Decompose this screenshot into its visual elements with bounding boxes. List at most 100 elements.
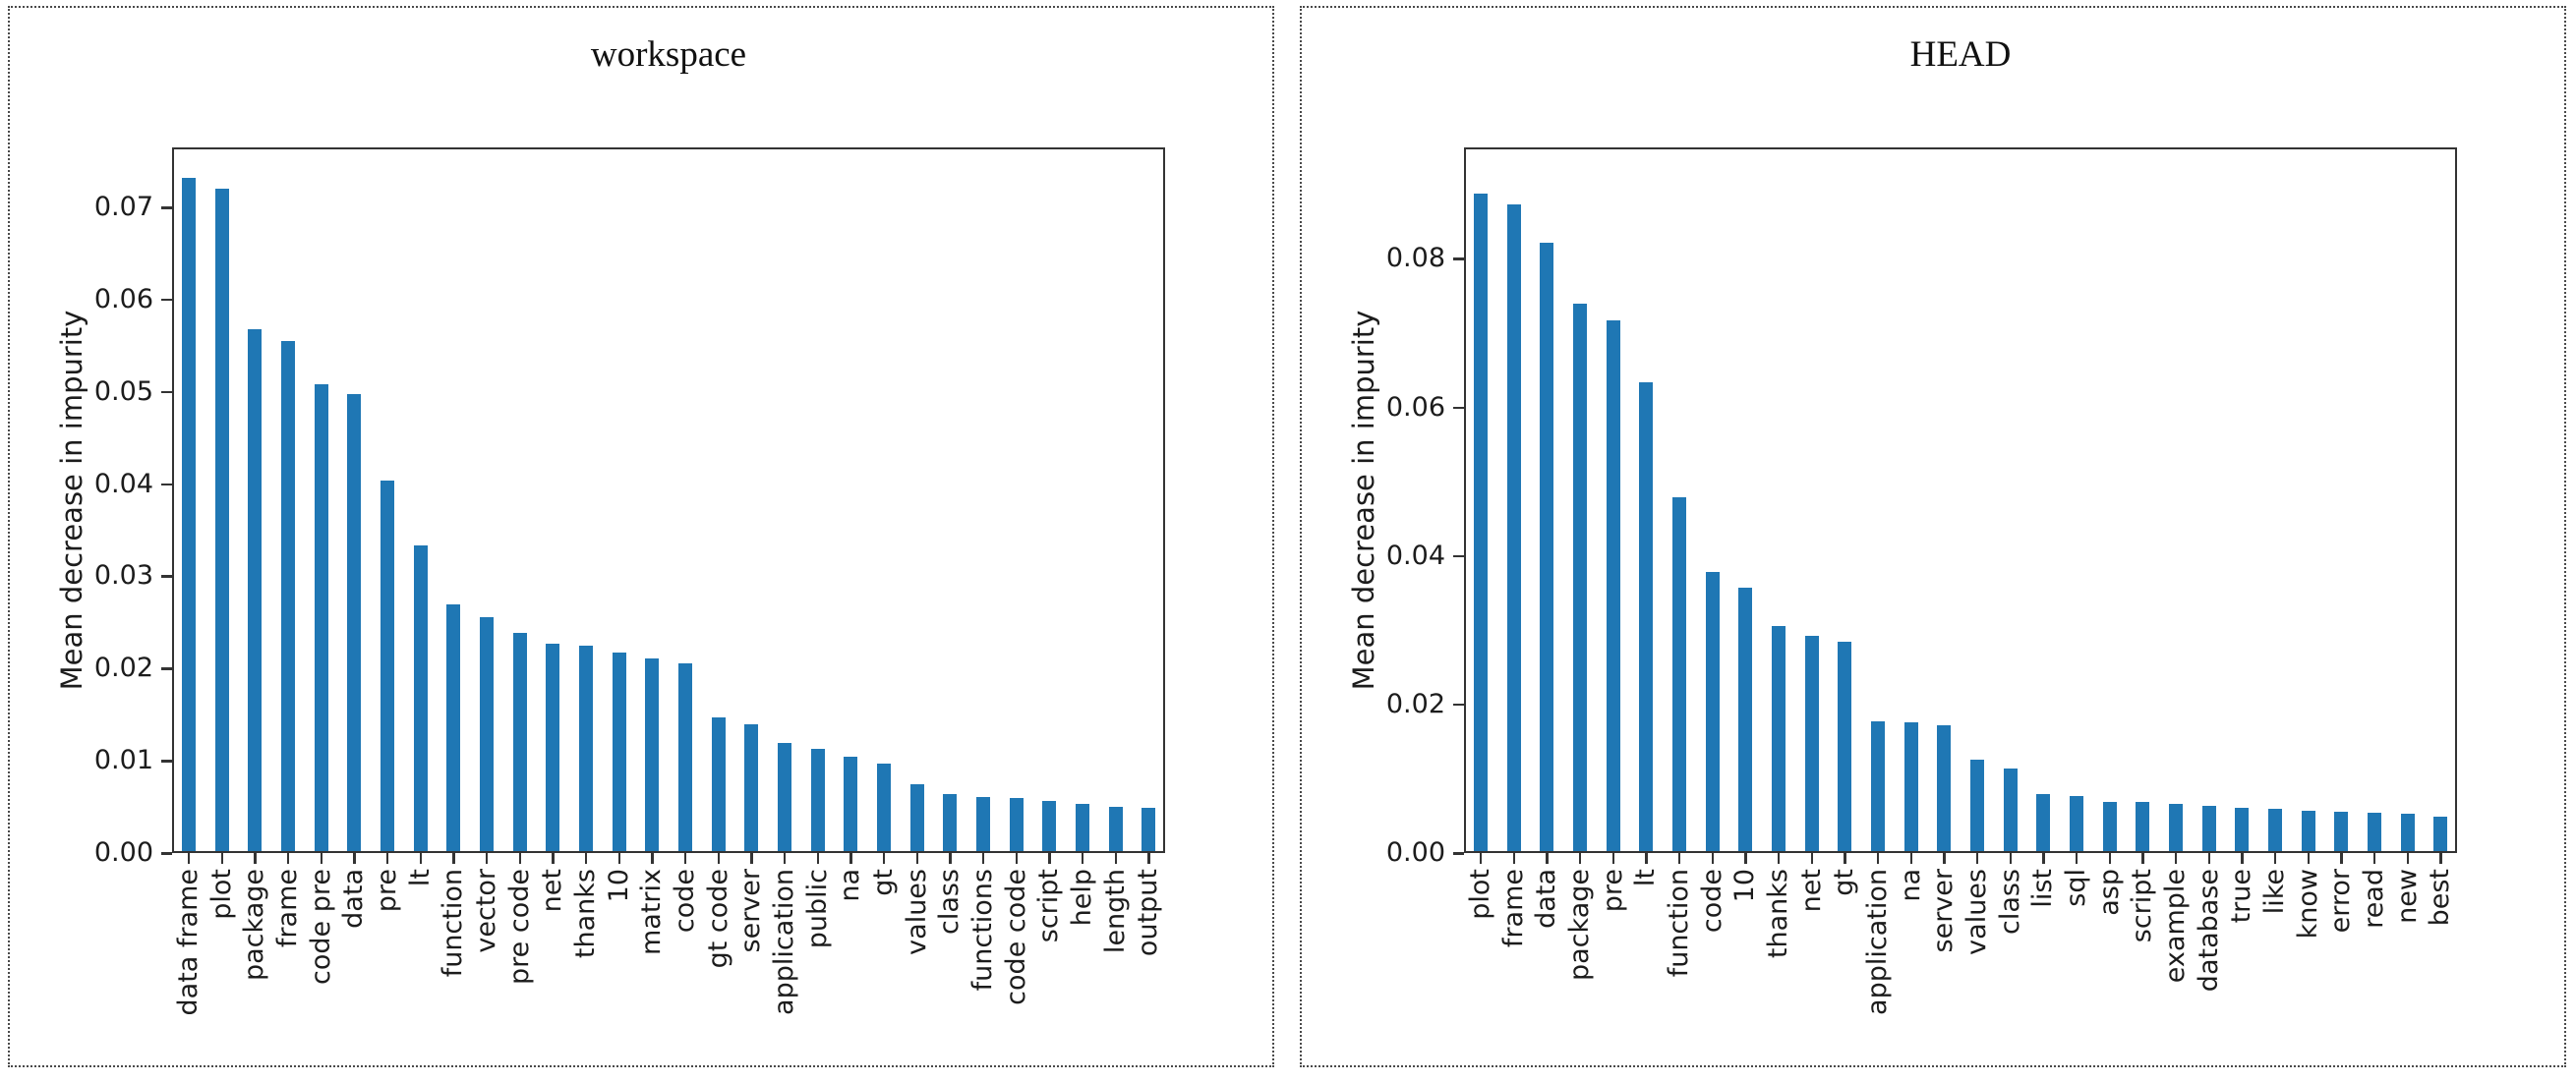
bar-10 [1738,588,1753,851]
bar-database [2201,806,2216,851]
x-tick-mark [2075,853,2078,864]
chart-title: HEAD [1909,34,2012,75]
x-tick-label: vector [470,869,501,953]
bar-error [2334,812,2349,851]
x-tick-mark [220,853,223,864]
bar-list [2036,794,2051,851]
x-tick-label: class [1994,869,2025,936]
bar-application [777,743,791,851]
x-tick-mark [1844,853,1846,864]
x-tick-mark [1975,853,1979,864]
x-tick-label: thanks [1762,869,1793,959]
bar-output [1142,808,1156,851]
y-tick-label: 0.08 [1385,243,1445,274]
y-axis-label-text: Mean decrease in impurity [55,310,88,691]
bar-pre [1606,320,1620,851]
x-tick-label: package [239,869,270,981]
bar-frame [280,341,295,851]
y-tick-mark [161,852,172,855]
bar-functions [975,797,990,851]
x-tick-mark [2141,853,2144,864]
x-tick-mark [1546,853,1549,864]
x-tick-label: frame [1497,869,1529,948]
x-tick-label: application [1861,869,1893,1015]
x-tick-mark [981,853,985,864]
x-tick-label: values [901,869,932,955]
bar-help [1075,804,1089,851]
x-tick-label: code [1696,869,1727,934]
bar-gt-code [711,717,726,851]
x-tick-label: gt [867,869,899,896]
x-tick-mark [1611,853,1614,864]
x-tick-label: gt [1829,869,1860,896]
bar-code [1705,572,1720,851]
bar-lt [413,545,428,851]
x-tick-label: plot [1464,869,1495,920]
y-axis-label-text: Mean decrease in impurity [1347,310,1380,691]
bar-server [1937,725,1952,851]
x-tick-label: thanks [569,869,601,959]
x-tick-label: 10 [603,869,634,903]
bar-net [1804,636,1819,851]
y-tick-mark [1453,554,1464,558]
x-tick-mark [187,853,191,864]
x-tick-mark [1114,853,1117,864]
x-tick-label: package [1563,869,1595,981]
x-tick-label: na [1895,869,1926,902]
y-tick-mark [161,483,172,486]
x-tick-label: best [2425,869,2456,927]
bar-gt [876,764,891,851]
bar-code-pre [314,384,328,851]
x-tick-mark [552,853,555,864]
y-tick-label: 0.00 [93,837,153,868]
x-tick-mark [2042,853,2045,864]
x-tick-mark [2372,853,2376,864]
x-tick-mark [1777,853,1781,864]
bar-public [810,749,825,851]
x-tick-mark [2207,853,2210,864]
x-tick-mark [1479,853,1483,864]
bar-pre [380,481,394,851]
x-tick-label: plot [205,869,237,920]
bar-function [446,604,461,851]
x-tick-mark [1048,853,1051,864]
x-tick-label: like [2258,869,2290,915]
x-tick-mark [717,853,720,864]
y-tick-label: 0.00 [1385,837,1445,868]
bar-na [1903,722,1918,851]
bar-pre-code [512,633,527,851]
x-tick-label: asp [2093,869,2125,916]
x-tick-mark [2307,853,2310,864]
x-tick-mark [1015,853,1018,864]
x-tick-mark [2241,853,2244,864]
x-tick-mark [1147,853,1150,864]
x-tick-mark [1645,853,1648,864]
x-tick-label: database [2193,869,2224,993]
bar-length [1108,807,1123,851]
x-tick-mark [849,853,852,864]
bar-read [2367,813,2381,851]
bar-package [248,329,263,851]
x-tick-label: know [2292,869,2323,940]
bar-matrix [645,658,660,851]
bar-plot [1473,194,1488,851]
x-tick-label: new [2391,869,2423,924]
x-tick-label: server [1928,869,1960,953]
x-tick-label: lt [1630,869,1662,887]
x-tick-label: public [801,869,833,949]
y-tick-mark [1453,406,1464,410]
bar-script [2136,802,2150,851]
x-tick-mark [1943,853,1946,864]
bar-application [1870,721,1885,851]
bar-net [546,644,560,851]
x-tick-mark [1081,853,1084,864]
x-tick-mark [2273,853,2277,864]
bar-vector [479,617,494,851]
x-tick-label: pre [371,869,402,913]
bar-frame [1506,204,1521,851]
bar-values [909,784,924,851]
x-tick-mark [2174,853,2178,864]
y-tick-label: 0.03 [93,560,153,592]
x-tick-mark [518,853,521,864]
x-tick-label: gt code [702,869,733,969]
